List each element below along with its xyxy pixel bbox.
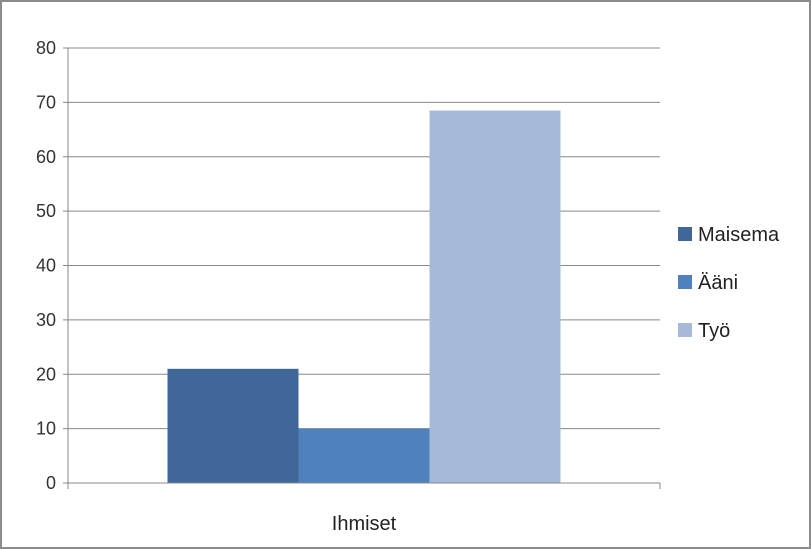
legend: Maisema Ääni Työ [678,224,780,342]
bar-maisema [167,368,299,483]
legend-item-ääni: Ääni [678,272,738,294]
y-tick-label: 60 [36,147,56,167]
bars [167,110,561,483]
legend-label: Työ [698,320,730,342]
y-tick-label: 0 [46,473,56,493]
axes [63,47,661,489]
bar-työ [429,110,561,483]
x-axis-category-labels: Ihmiset [332,513,397,535]
y-tick-label: 20 [36,364,56,384]
y-axis-tick-labels: 0 10 20 30 40 50 60 70 80 [36,38,56,493]
y-tick-label: 40 [36,256,56,276]
legend-item-työ: Työ [678,320,730,342]
y-tick-label: 70 [36,92,56,112]
legend-swatch [678,323,692,337]
bar-ääni [298,428,430,483]
y-tick-label: 50 [36,201,56,221]
legend-swatch [678,227,692,241]
legend-label: Ääni [698,272,738,294]
y-tick-label: 30 [36,310,56,330]
y-tick-label: 80 [36,38,56,58]
x-category-label: Ihmiset [332,513,397,535]
y-tick-label: 10 [36,419,56,439]
legend-label: Maisema [698,224,780,246]
legend-item-maisema: Maisema [678,224,780,246]
legend-swatch [678,275,692,289]
gridlines [68,47,660,430]
